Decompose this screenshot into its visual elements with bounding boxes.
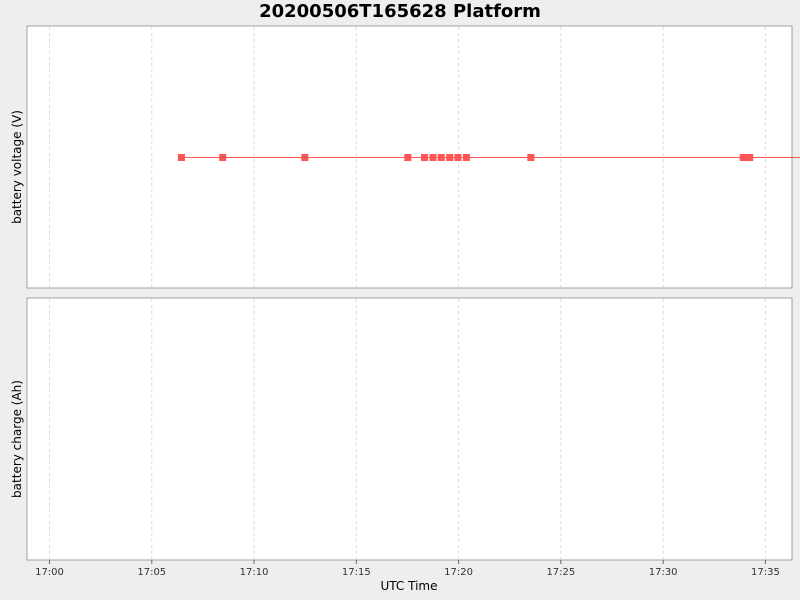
x-tick-label: 17:05	[137, 567, 166, 578]
x-tick-label: 17:00	[35, 567, 64, 578]
plot-area-charge	[26, 297, 793, 561]
x-tick-label: 17:10	[240, 567, 269, 578]
data-point	[739, 154, 747, 161]
chart-title: 20200506T165628 Platform	[259, 1, 541, 22]
grid-charge	[49, 299, 766, 559]
x-tick-label: 17:35	[751, 567, 780, 578]
grid-voltage	[49, 27, 766, 287]
x-axis-label: UTC Time	[381, 579, 438, 593]
x-tick-label: 17:30	[649, 567, 678, 578]
data-point	[446, 154, 454, 161]
charge-panel: battery charge (Ah)	[10, 297, 793, 561]
x-tick-label: 17:20	[444, 567, 473, 578]
data-point	[301, 154, 309, 161]
data-point	[527, 154, 535, 161]
data-point	[404, 154, 412, 161]
y-axis-label-charge: battery charge (Ah)	[10, 380, 24, 498]
x-tick-label: 17:15	[342, 567, 371, 578]
voltage-panel: battery voltage (V)	[10, 25, 800, 289]
data-point	[454, 154, 462, 161]
x-tick-label: 17:25	[546, 567, 575, 578]
series-voltage	[177, 154, 800, 161]
data-point	[437, 154, 445, 161]
data-point	[177, 154, 185, 161]
x-axis: 17:00 17:05 17:10 17:15 17:20 17:25 17:30 17:35…	[35, 560, 780, 578]
data-point	[421, 154, 428, 161]
data-point	[429, 154, 437, 161]
y-axis-label-voltage: battery voltage (V)	[10, 110, 24, 224]
data-point	[746, 154, 754, 161]
data-point	[462, 154, 470, 161]
data-point	[219, 154, 227, 161]
